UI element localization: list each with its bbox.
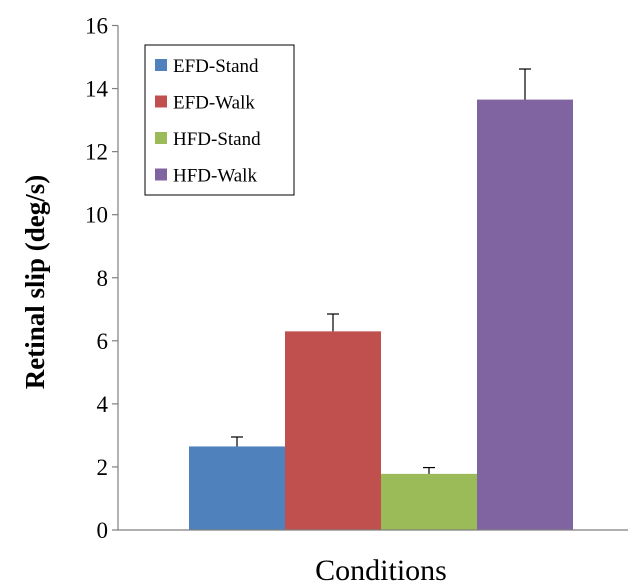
legend-swatch-hfd-stand xyxy=(155,132,167,144)
legend-label-hfd-walk: HFD-Walk xyxy=(173,166,257,187)
error-bars-group xyxy=(231,68,531,474)
y-tick-label: 8 xyxy=(97,266,109,291)
y-axis-title: Retinal slip (deg/s) xyxy=(20,175,50,390)
legend-swatch-efd-stand xyxy=(155,59,167,71)
y-tick-label: 14 xyxy=(85,77,109,102)
x-axis-title: Conditions xyxy=(315,554,447,584)
bar-efd-stand xyxy=(189,446,285,530)
y-tick-label: 16 xyxy=(85,14,108,39)
bars-group xyxy=(189,99,573,530)
y-tick-label: 2 xyxy=(97,455,109,480)
legend-swatch-efd-walk xyxy=(155,95,167,108)
y-tick-label: 12 xyxy=(85,140,108,165)
y-tick-label: 4 xyxy=(97,392,109,417)
legend-box xyxy=(144,44,295,196)
y-axis-ticks: 0 2 4 6 8 10 12 14 16 xyxy=(85,14,118,543)
y-tick-label: 10 xyxy=(85,203,108,228)
bar-hfd-stand xyxy=(381,473,477,530)
y-tick-label: 6 xyxy=(97,329,109,354)
y-tick-label: 0 xyxy=(97,518,109,543)
legend-swatch-hfd-walk xyxy=(155,168,167,181)
bar-hfd-walk xyxy=(477,99,573,530)
legend-label-hfd-stand: HFD-Stand xyxy=(173,129,261,150)
legend-label-efd-stand: EFD-Stand xyxy=(173,56,259,77)
legend-label-efd-walk: EFD-Walk xyxy=(173,93,255,114)
legend: EFD-Stand EFD-Walk HFD-Stand HFD-Walk xyxy=(144,44,295,196)
bar-efd-walk xyxy=(285,331,381,530)
